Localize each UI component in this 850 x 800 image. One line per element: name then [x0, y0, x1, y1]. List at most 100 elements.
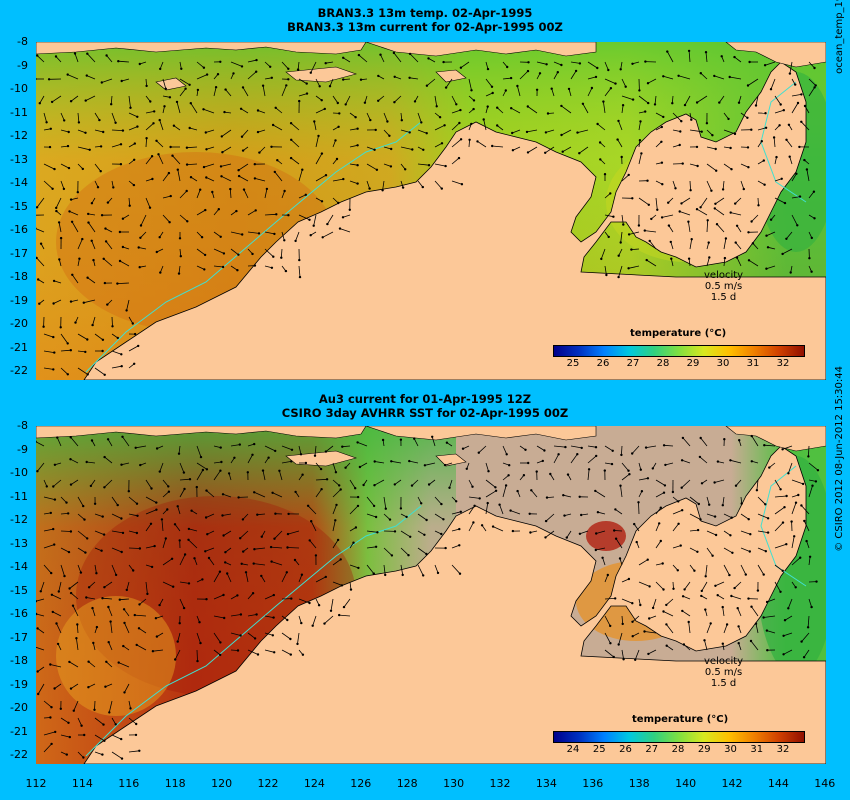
current-vector: [254, 491, 266, 498]
current-vector-head: [763, 183, 766, 186]
current-vector-head: [309, 71, 312, 74]
current-vector: [105, 228, 113, 233]
current-vector: [135, 445, 147, 449]
current-vector: [124, 622, 130, 634]
current-vector-head: [283, 239, 286, 242]
current-vector: [242, 87, 249, 97]
current-vector-head: [509, 509, 512, 512]
current-vector-head: [324, 62, 327, 65]
current-vector-head: [425, 518, 428, 522]
current-vector-head: [425, 552, 428, 556]
current-vector-head: [78, 257, 81, 260]
current-vector: [434, 513, 444, 520]
current-vector: [665, 462, 674, 466]
current-vector: [281, 445, 293, 451]
current-vector: [60, 513, 69, 515]
current-vector-head: [131, 322, 134, 325]
current-vector: [417, 163, 430, 166]
current-vector-head: [255, 70, 258, 73]
current-vector: [313, 214, 317, 226]
current-vector: [400, 112, 403, 121]
current-vector: [213, 248, 225, 254]
current-vector: [536, 445, 545, 451]
current-vector-head: [662, 610, 665, 613]
current-vector: [662, 214, 674, 218]
current-vector-head: [122, 644, 125, 648]
current-vector-head: [269, 65, 272, 68]
current-vector-head: [169, 145, 172, 149]
current-vector-head: [678, 210, 681, 213]
current-vector-head: [696, 164, 699, 168]
current-vector-head: [423, 464, 427, 467]
current-vector: [312, 615, 317, 626]
current-vector-head: [237, 496, 240, 499]
current-vector: [451, 122, 460, 131]
current-vector-head: [747, 259, 751, 262]
current-vector-head: [700, 589, 703, 593]
current-vector: [638, 559, 648, 566]
current-vector: [264, 594, 274, 600]
current-vector-head: [710, 189, 713, 192]
current-vector-head: [487, 470, 490, 473]
current-vector-head: [374, 128, 377, 132]
current-vector-head: [733, 586, 736, 590]
current-vector-head: [541, 459, 544, 463]
current-vector-head: [92, 641, 95, 645]
current-vector-head: [653, 103, 657, 106]
current-vector: [67, 74, 79, 80]
current-vector: [332, 489, 341, 498]
current-vector-head: [711, 554, 714, 557]
current-vector-head: [42, 325, 45, 328]
current-vector-head: [116, 336, 120, 340]
current-vector-head: [189, 176, 193, 179]
current-vector: [179, 488, 185, 498]
current-vector-head: [766, 246, 770, 249]
current-vector: [654, 95, 657, 105]
current-vector-head: [718, 101, 721, 104]
current-vector-head: [587, 468, 591, 471]
current-vector: [94, 751, 103, 755]
current-vector: [431, 436, 436, 447]
current-vector-head: [241, 233, 244, 236]
current-vector: [485, 462, 489, 472]
current-vector: [103, 258, 113, 267]
current-vector-head: [696, 528, 700, 532]
current-vector: [587, 455, 597, 464]
current-vector: [108, 642, 113, 651]
current-vector-head: [164, 537, 167, 540]
current-vector-head: [603, 173, 607, 176]
current-vector: [70, 458, 79, 464]
current-vector: [327, 214, 334, 225]
current-vector-head: [651, 467, 654, 470]
current-vector-head: [53, 498, 57, 501]
current-vector-head: [176, 505, 179, 508]
current-vector-head: [609, 624, 612, 628]
top-map-panel: [36, 42, 826, 380]
current-vector-head: [68, 660, 71, 664]
current-vector-head: [772, 136, 776, 139]
current-vector: [689, 163, 698, 167]
current-vector-head: [562, 494, 565, 497]
current-vector: [377, 95, 385, 102]
current-vector: [806, 540, 810, 549]
current-vector: [281, 649, 291, 655]
current-vector: [298, 598, 310, 604]
current-vector-head: [253, 264, 257, 267]
current-vector: [400, 564, 404, 575]
current-vector: [111, 513, 122, 519]
current-vector: [140, 231, 147, 239]
current-vector: [257, 513, 266, 516]
current-vector-head: [155, 139, 158, 142]
current-vector-head: [808, 257, 811, 260]
current-vector-head: [580, 513, 583, 517]
current-vector: [763, 615, 776, 618]
current-vector-head: [659, 506, 662, 509]
bottom-title-line1: Au3 current for 01-Apr-1995 12Z: [318, 392, 532, 406]
current-vector: [791, 214, 798, 226]
current-vector: [668, 225, 674, 233]
current-vector-head: [87, 686, 90, 689]
current-vector-head: [237, 174, 241, 178]
current-vector-head: [805, 168, 809, 171]
current-vector: [290, 157, 300, 165]
current-vector-head: [746, 84, 750, 87]
